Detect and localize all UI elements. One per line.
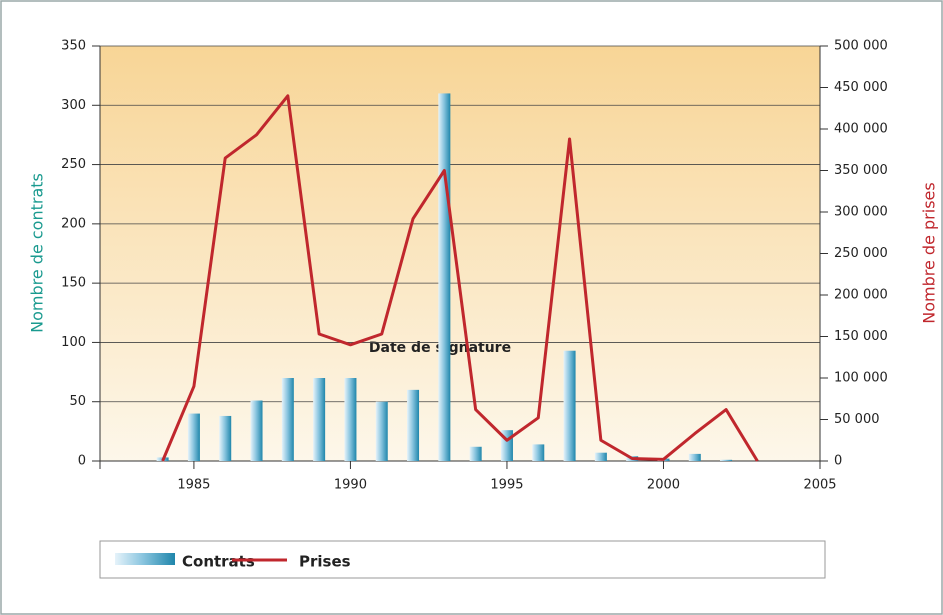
bar xyxy=(594,452,607,461)
y2-tick-label: 350 000 xyxy=(834,163,888,178)
y2-tick-label: 200 000 xyxy=(834,288,888,303)
legend xyxy=(99,540,826,579)
line xyxy=(161,94,759,462)
bar xyxy=(313,378,326,461)
y2-tick-label: 100 000 xyxy=(834,371,888,386)
bar xyxy=(532,444,545,461)
x-tick-label: 1985 xyxy=(177,478,210,493)
y-tick-label: 200 xyxy=(61,216,86,231)
y-tick-label: 300 xyxy=(61,98,86,113)
bar xyxy=(438,93,451,461)
plot-area xyxy=(100,46,820,461)
bar xyxy=(219,415,232,461)
y2-tick-label: 300 000 xyxy=(834,205,888,220)
bar xyxy=(375,401,388,461)
y-tick-label: 150 xyxy=(61,276,86,291)
x-tick-label: 1990 xyxy=(334,478,367,493)
y-tick-label: 0 xyxy=(78,454,86,469)
y2-axis-label: Nombre de prises xyxy=(920,182,939,323)
x-tick-label: 1995 xyxy=(490,478,523,493)
bar xyxy=(563,350,576,461)
y-axis-label: Nombre de contrats xyxy=(28,173,47,333)
y2-tick-label: 500 000 xyxy=(834,39,888,54)
y2-tick-label: 250 000 xyxy=(834,246,888,261)
y2-tick-label: 400 000 xyxy=(834,122,888,137)
y2-tick-label: 450 000 xyxy=(834,80,888,95)
y2-tick-label: 0 xyxy=(834,454,842,469)
y2-tick-label: 50 000 xyxy=(834,412,880,427)
bar xyxy=(250,400,263,461)
bar xyxy=(688,453,701,461)
x-tick-label: 2000 xyxy=(647,478,680,493)
y-tick-label: 250 xyxy=(61,157,86,172)
y2-tick-label: 150 000 xyxy=(834,329,888,344)
legend-label: Prises xyxy=(299,553,351,571)
bar xyxy=(187,413,200,461)
bar xyxy=(344,378,357,461)
bar xyxy=(469,446,482,461)
legend-label: Contrats xyxy=(182,553,255,571)
bar xyxy=(720,459,733,461)
bar xyxy=(281,378,294,461)
y-tick-label: 50 xyxy=(69,394,86,409)
x-tick-label: 2005 xyxy=(803,478,836,493)
legend-swatch xyxy=(115,553,175,565)
bar xyxy=(407,389,420,461)
y-tick-label: 100 xyxy=(61,335,86,350)
y-tick-label: 350 xyxy=(61,39,86,54)
